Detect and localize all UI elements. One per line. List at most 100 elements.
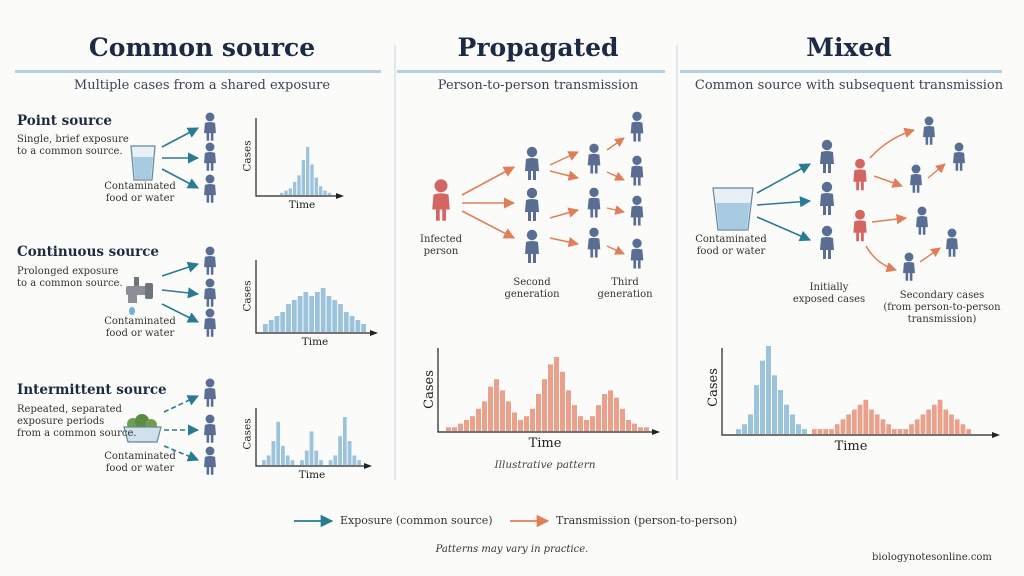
histogram-bar	[920, 414, 926, 434]
person-icon	[204, 378, 216, 407]
histogram-bar	[914, 419, 920, 434]
source-label-line: Contaminated	[104, 451, 176, 462]
description-line: Single, brief exposure	[17, 134, 129, 145]
histogram-bar	[536, 394, 541, 431]
person-icon	[853, 158, 867, 191]
histogram-bar	[784, 404, 789, 434]
histogram-bar	[326, 296, 332, 332]
column-title-mixed: Mixed	[806, 33, 892, 62]
histogram-bar	[281, 445, 285, 465]
people-layer	[204, 111, 965, 475]
histogram-bar	[909, 424, 914, 434]
legend-transmission-label: Transmission (person-to-person)	[556, 514, 738, 527]
label-initially-exposed: Initially exposed cases	[793, 282, 865, 306]
y-axis-label: Cases	[241, 280, 254, 312]
glass-of-water-icon	[130, 145, 156, 181]
label-line: food or water	[696, 246, 766, 257]
label-second-generation: Second generation	[504, 277, 559, 301]
histogram-bar	[524, 416, 529, 431]
person-icon	[916, 206, 928, 235]
person-icon	[525, 146, 539, 180]
person-icon	[630, 195, 644, 226]
person-icon	[204, 112, 216, 141]
row-heading-point-source: Point source	[17, 113, 113, 129]
person-icon	[204, 142, 216, 171]
histogram-bar	[748, 414, 753, 434]
transmission-arrows-mixed	[865, 127, 946, 273]
histogram-bar	[886, 424, 891, 434]
histogram-bar	[500, 390, 505, 431]
histogram-bar	[452, 427, 457, 431]
histogram-bar	[614, 397, 619, 431]
histogram-bar	[548, 364, 553, 431]
histogram-bar	[880, 419, 886, 434]
histogram-bar	[506, 401, 511, 431]
histogram-bar	[802, 429, 807, 434]
source-label-line: food or water	[105, 193, 175, 204]
histogram-bar	[286, 304, 291, 332]
histogram-bar	[954, 419, 960, 434]
person-icon	[204, 278, 216, 307]
histogram-bar	[596, 405, 601, 431]
histogram-bar	[323, 190, 327, 195]
row-description-point-source: Single, brief exposure to a common sourc…	[17, 134, 129, 158]
histogram-bar	[338, 304, 343, 332]
person-icon	[525, 229, 539, 263]
histogram-bar	[352, 455, 357, 465]
histogram-bar	[796, 424, 801, 434]
histogram-bar	[620, 408, 625, 431]
bars-layer	[262, 147, 971, 465]
histogram-bar	[310, 164, 314, 195]
title-rule-mixed	[680, 70, 1002, 73]
histogram-bar	[760, 360, 765, 434]
histogram-bar	[304, 450, 309, 465]
label-line: generation	[504, 289, 560, 300]
source-label-line: food or water	[105, 463, 175, 474]
person-icon	[923, 116, 935, 145]
histogram-bar	[632, 423, 637, 431]
description-line: from a common source.	[17, 428, 137, 439]
y-axis-label: Cases	[241, 140, 254, 172]
y-axis-label: Cases	[705, 368, 721, 407]
histogram-bar	[319, 186, 323, 195]
person-icon	[820, 225, 834, 259]
chart-axes	[255, 118, 996, 467]
histogram-bar	[347, 441, 352, 465]
transmission-arrows-propagated	[461, 137, 625, 255]
histogram-bar	[314, 177, 318, 195]
chart-axis-arrowheads	[336, 193, 1000, 469]
histogram-bar	[309, 296, 314, 332]
histogram-bar	[291, 300, 297, 332]
person-icon	[204, 446, 216, 475]
label-line: generation	[597, 289, 653, 300]
chart-caption: Illustrative pattern	[494, 459, 596, 471]
label-line: Contaminated	[695, 234, 767, 245]
histogram-bar	[852, 409, 857, 434]
source-label-line: Contaminated	[104, 316, 176, 327]
histogram-bar	[315, 292, 320, 332]
histogram-bar	[834, 424, 840, 434]
person-icon	[432, 179, 450, 221]
label-line: Infected	[420, 234, 462, 245]
histogram-bar	[470, 416, 475, 431]
label-line: Second	[513, 277, 551, 288]
person-icon	[820, 139, 834, 173]
histogram-bar	[342, 417, 347, 465]
person-icon	[820, 181, 834, 215]
histogram-bar	[306, 147, 310, 195]
histogram-bar	[572, 405, 577, 431]
person-icon	[946, 228, 958, 257]
label-line: transmission)	[907, 314, 977, 325]
person-icon	[204, 246, 216, 275]
x-axis-label: Time	[834, 439, 868, 454]
histogram-bar	[309, 431, 314, 465]
person-icon	[903, 252, 915, 281]
description-line: exposure periods	[17, 416, 105, 427]
person-icon	[587, 187, 601, 218]
histogram-bar	[626, 419, 631, 431]
histogram-bar	[343, 312, 349, 332]
histogram-bar	[464, 419, 469, 431]
person-icon	[630, 155, 644, 186]
row-description-intermittent-source: Repeated, separated exposure periods fro…	[17, 404, 137, 440]
